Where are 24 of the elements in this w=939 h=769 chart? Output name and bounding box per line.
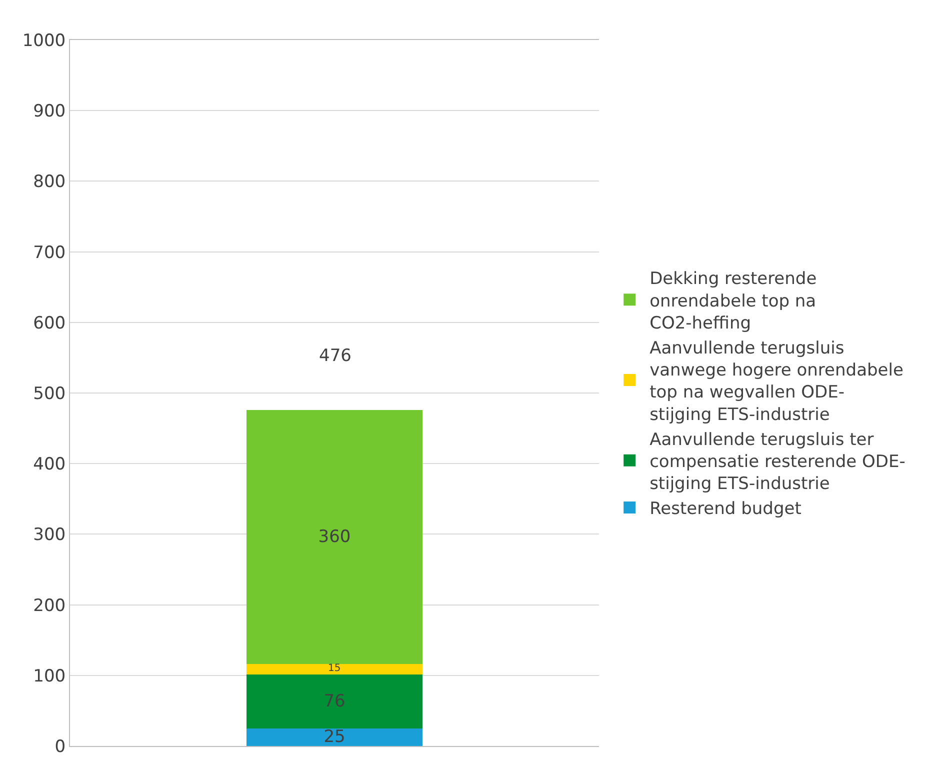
bar — [246, 674, 423, 728]
y-tick-label: 300 — [33, 525, 66, 546]
bar — [246, 410, 423, 664]
y-tick-label: 600 — [33, 313, 66, 334]
y-tick-label: 500 — [33, 384, 66, 404]
y-tick-label: 0 — [54, 736, 66, 757]
y-tick-label: 800 — [33, 172, 66, 192]
y-tick-label: 200 — [33, 596, 66, 616]
legend-label: Dekking resterende onrendabele top na CO2-heffing — [650, 269, 817, 334]
total-label: 476 — [319, 346, 352, 366]
y-tick-label: 400 — [33, 454, 66, 475]
bar — [246, 664, 423, 675]
y-tick-label: 900 — [33, 102, 66, 122]
data-label: 76 — [324, 692, 346, 712]
legend-label: Aanvullende terugsluis vanwege hogere onrendabele top na wegvallen ODE-stijging ETS-industrie — [650, 338, 904, 425]
y-tick-label: 100 — [33, 666, 66, 686]
y-tick-label: 700 — [33, 242, 66, 263]
bar — [246, 728, 423, 746]
legend-label: Aanvullende terugsluis ter compensatie resterende ODE-stijging ETS-industrie — [650, 430, 906, 494]
data-label: 360 — [318, 527, 351, 548]
y-tick-label: 1000 — [22, 30, 66, 51]
data-label: 25 — [324, 727, 346, 748]
legend-label: Resterend budget — [650, 499, 802, 520]
data-label: 15 — [328, 663, 341, 674]
